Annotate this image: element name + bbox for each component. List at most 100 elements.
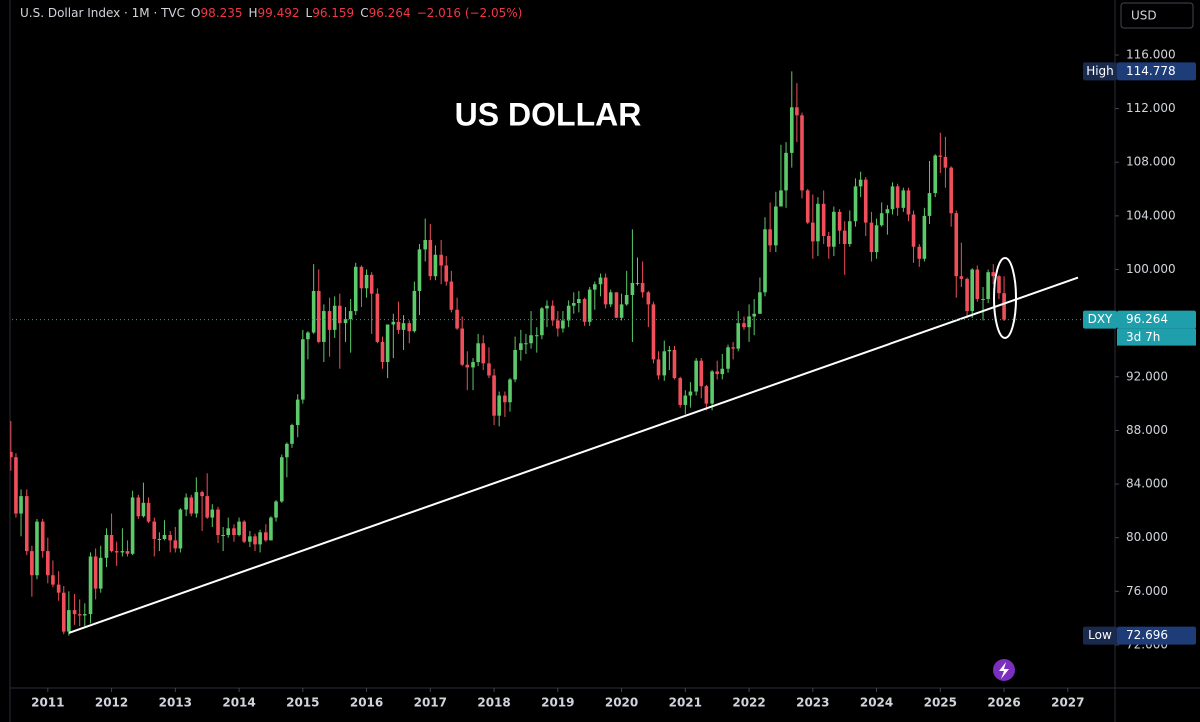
x-tick-label: 2014	[222, 696, 255, 710]
candle-body	[704, 386, 709, 404]
candle-body	[269, 517, 273, 541]
high-label-box	[1083, 62, 1117, 81]
y-tick-label: 84.000	[1126, 477, 1168, 491]
candle-body	[986, 272, 990, 300]
last-label-box	[1083, 310, 1117, 329]
candle-body	[375, 293, 380, 342]
candle-body	[917, 246, 922, 259]
x-tick-label: 2018	[477, 696, 510, 710]
candle-body	[853, 186, 858, 222]
candle-body	[784, 152, 788, 191]
candle-body	[863, 179, 868, 223]
candle-body	[423, 240, 428, 250]
candle-body	[624, 294, 629, 305]
candle-body	[747, 316, 751, 328]
candle-body	[109, 535, 114, 552]
low-value: 72.696	[1126, 628, 1168, 642]
candle-body	[688, 391, 693, 396]
candle-body	[906, 190, 911, 215]
candle-body	[173, 540, 178, 549]
candle-body	[492, 375, 496, 416]
candle-body	[385, 324, 390, 363]
candle-body	[216, 509, 220, 536]
candle-body	[720, 368, 725, 375]
symbol-header: U.S. Dollar Index · 1M · TVC O98.235 H99.4…	[20, 6, 522, 20]
candle-body	[869, 222, 874, 253]
candle-body	[726, 347, 730, 369]
x-tick-label: 2013	[159, 696, 192, 710]
candle-body	[35, 521, 39, 576]
x-tick-label: 2027	[1051, 696, 1084, 710]
candle-body	[529, 335, 533, 344]
currency-button[interactable]	[1120, 2, 1194, 29]
candle-body	[93, 556, 98, 589]
candle-body	[353, 266, 358, 312]
low-label-box	[1083, 626, 1117, 645]
candle-body	[136, 497, 141, 517]
candle-body	[895, 186, 900, 208]
candle-body	[954, 213, 959, 277]
candle-body	[933, 155, 938, 194]
candle-body	[503, 395, 507, 403]
candle-body	[152, 521, 157, 540]
ohlc-value: 96.159	[312, 6, 355, 20]
candle-body	[545, 305, 549, 309]
candle-body	[970, 269, 975, 312]
candle-body	[582, 299, 587, 322]
candle-body	[98, 557, 103, 589]
candle-body	[821, 203, 826, 236]
candle-body	[901, 190, 906, 208]
candle-body	[439, 254, 443, 266]
candle-body	[508, 379, 512, 403]
candle-body	[847, 221, 852, 245]
candle-body	[667, 349, 672, 352]
candle-body	[640, 282, 645, 293]
candle-body	[24, 496, 29, 552]
candle-body	[184, 497, 188, 510]
candle-body	[290, 425, 294, 444]
candle-body	[943, 156, 948, 168]
countdown-box	[1117, 328, 1196, 346]
last-label: DXY	[1088, 312, 1113, 326]
x-tick-label: 2015	[286, 696, 319, 710]
candle-body	[715, 371, 720, 375]
x-tick-label: 2017	[414, 696, 447, 710]
candle-body	[316, 290, 321, 342]
candle-body	[306, 332, 310, 340]
candle-body	[364, 274, 369, 289]
highlight-ellipse	[993, 257, 1017, 339]
candle-body	[189, 497, 194, 514]
x-tick-label: 2021	[669, 696, 702, 710]
candle-body	[630, 282, 635, 295]
candle-body	[837, 211, 842, 231]
candle-body	[731, 347, 735, 349]
candle-body	[417, 249, 422, 291]
candle-body	[487, 363, 491, 376]
candle-body	[768, 229, 772, 246]
candle-body	[274, 501, 278, 518]
ohlc-value: 99.492	[257, 6, 300, 20]
candle-body	[311, 290, 316, 333]
candle-body	[577, 299, 581, 304]
candle-body	[67, 610, 71, 632]
x-tick-label: 2024	[860, 696, 893, 710]
y-tick-label: 92.000	[1126, 369, 1168, 383]
trendline	[68, 276, 1079, 634]
candle-body	[694, 360, 698, 392]
y-tick-label: 104.000	[1126, 208, 1176, 222]
candle-body	[433, 254, 438, 277]
candle-body	[779, 190, 783, 207]
candle-body	[88, 556, 93, 615]
candle-body	[550, 305, 555, 321]
candle-body	[874, 225, 879, 253]
price-scale: 72.00076.00080.00084.00088.00092.00096.0…	[1083, 47, 1196, 651]
candle-body	[327, 311, 332, 330]
candle-body	[805, 190, 810, 223]
candle-body	[82, 614, 87, 616]
candle-body	[752, 313, 756, 317]
candle-body	[77, 614, 82, 616]
candle-body	[587, 289, 592, 322]
ohlc-value: 98.235	[200, 6, 243, 20]
candle-body	[19, 496, 23, 514]
